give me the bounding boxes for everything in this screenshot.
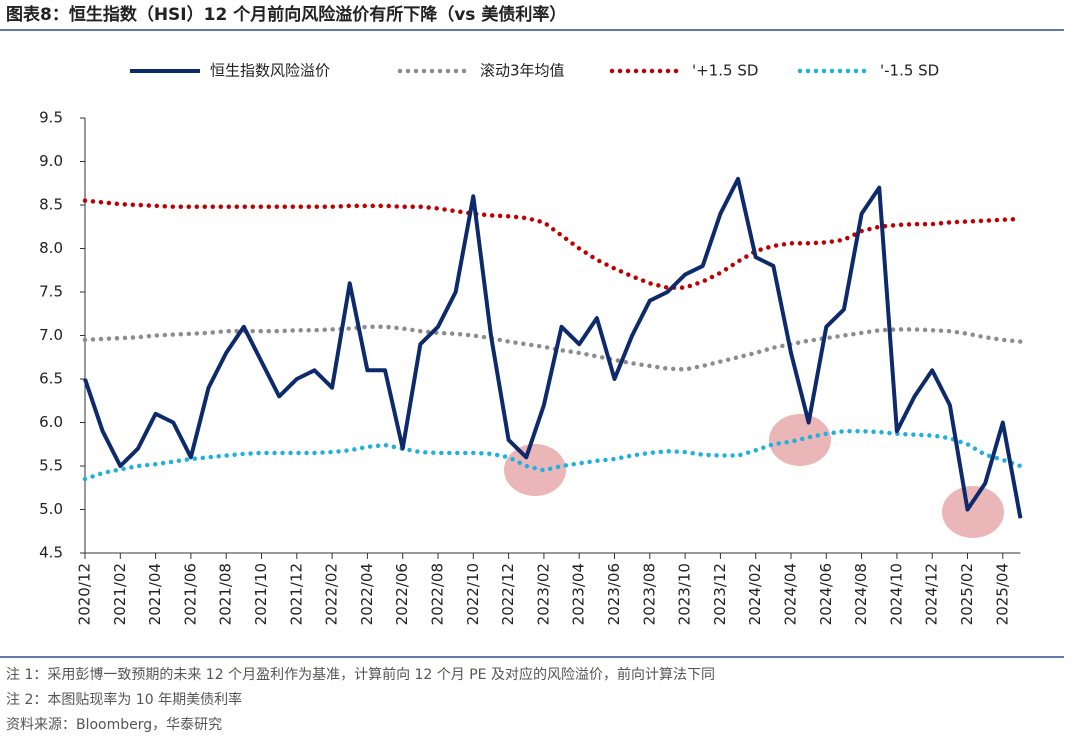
x-tick-label: 2021/06 [181, 563, 199, 625]
series-line [83, 176, 1023, 519]
x-tick-label: 2024/12 [923, 563, 941, 625]
x-tick-label: 2023/10 [676, 563, 694, 625]
x-tick-label: 2024/04 [782, 563, 800, 625]
legend-label: '-1.5 SD [880, 62, 939, 80]
x-tick-label: 2021/12 [287, 563, 305, 625]
x-tick-label: 2022/12 [499, 563, 517, 625]
source: 资料来源：Bloomberg，华泰研究 [6, 717, 222, 733]
legend-label: 滚动3年均值 [480, 62, 565, 80]
y-tick-label: 5.0 [39, 500, 63, 518]
y-tick-label: 4.5 [39, 544, 63, 562]
x-tick-label: 2023/02 [534, 563, 552, 625]
x-tick-label: 2022/02 [323, 563, 341, 625]
x-tick-label: 2023/12 [711, 563, 729, 625]
x-tick-label: 2022/04 [358, 563, 376, 625]
legend-label: 恒生指数风险溢价 [210, 62, 330, 80]
y-tick-label: 7.5 [39, 283, 63, 301]
highlight [769, 414, 831, 466]
x-tick-label: 2021/08 [217, 563, 235, 625]
x-tick-label: 2022/08 [429, 563, 447, 625]
x-tick-label: 2024/06 [817, 563, 835, 625]
y-tick-label: 5.5 [39, 457, 63, 475]
y-tick-label: 9.5 [39, 109, 63, 127]
note: 注 2：本图贴现率为 10 年期美债利率 [6, 691, 242, 708]
x-tick-label: 2022/10 [464, 563, 482, 625]
x-tick-label: 2025/04 [993, 563, 1011, 625]
y-tick-label: 8.0 [39, 239, 63, 257]
y-tick-label: 9.0 [39, 152, 63, 170]
legend-label: '+1.5 SD [692, 62, 758, 80]
x-tick-label: 2021/02 [111, 563, 129, 625]
chart-title: 图表8：恒生指数（HSI）12 个月前向风险溢价有所下降（vs 美债利率） [6, 4, 566, 25]
series-line [82, 428, 1023, 482]
x-tick-label: 2021/04 [146, 563, 164, 625]
highlight [942, 486, 1004, 538]
y-tick-label: 7.0 [39, 326, 63, 344]
x-tick-label: 2023/04 [570, 563, 588, 625]
x-tick-label: 2020/12 [76, 563, 94, 625]
x-tick-label: 2025/02 [958, 563, 976, 625]
x-tick-label: 2023/06 [605, 563, 623, 625]
series-line [82, 198, 1023, 290]
x-tick-label: 2024/10 [887, 563, 905, 625]
y-tick-label: 6.0 [39, 413, 63, 431]
x-tick-label: 2021/10 [252, 563, 270, 625]
x-tick-label: 2024/02 [746, 563, 764, 625]
y-tick-label: 8.5 [39, 196, 63, 214]
note: 注 1：采用彭博一致预期的未来 12 个月盈利作为基准，计算前向 12 个月 P… [6, 666, 715, 683]
y-tick-label: 6.5 [39, 370, 63, 388]
x-tick-label: 2023/08 [640, 563, 658, 625]
x-tick-label: 2024/08 [852, 563, 870, 625]
x-tick-label: 2022/06 [393, 563, 411, 625]
